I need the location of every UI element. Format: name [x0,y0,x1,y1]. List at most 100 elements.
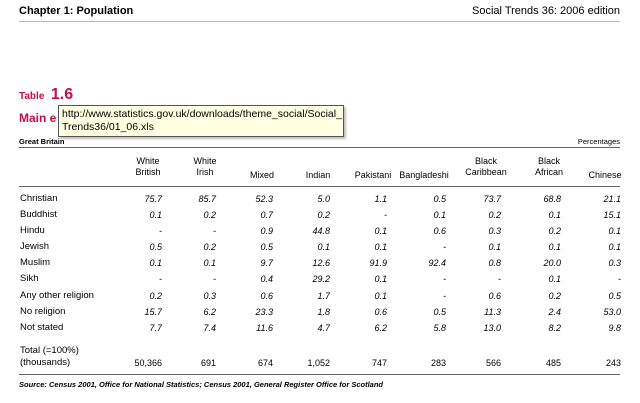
table-cell: 52.3 [255,194,273,204]
table-cell: 20.0 [543,258,561,268]
row-label: No religion [20,306,66,317]
table-cell: 1.7 [317,291,330,301]
table-cell: 21.1 [603,194,621,204]
region-label: Great Britain [19,137,65,146]
column-header: Pakistani [343,170,403,181]
table-cell: 0.5 [608,291,621,301]
row-label: Hindu [20,225,45,236]
table-cell: 6.2 [374,323,387,333]
table-cell: 0.1 [149,210,162,220]
tooltip-line-2: Trends36/01_06.xls [62,121,154,133]
column-header: Black African [519,156,579,178]
total-cell: 566 [485,358,501,368]
column-header-line: African [534,167,563,177]
table-cell: 0.2 [548,291,561,301]
table-cell: 0.5 [260,242,273,252]
table-cell: 9.8 [608,323,621,333]
table-cell: 73.7 [483,194,501,204]
link-tooltip: http://www.statistics.gov.uk/downloads/t… [58,105,344,137]
table-cell: 0.1 [608,242,621,252]
table-bottom-rule [19,374,620,375]
column-header: Chinese [575,170,635,181]
header-rule [19,186,620,187]
table-cell: 0.1 [608,226,621,236]
total-cell: 691 [200,358,216,368]
total-cell: 243 [605,358,621,368]
table-cell: 9.7 [260,258,273,268]
row-label: Buddhist [20,209,57,220]
table-cell: 0.6 [374,307,387,317]
row-label: Sikh [20,273,39,284]
table-cell: 0.1 [149,258,162,268]
column-header-line: White [136,156,160,166]
table-cell: - [498,274,501,284]
table-cell: 0.6 [260,291,273,301]
row-label: Any other religion [20,290,94,301]
column-header-line: Black [474,156,497,166]
table-cell: 0.3 [608,258,621,268]
table-cell: - [159,226,162,236]
table-word: Table [19,91,45,102]
table-cell: - [159,274,162,284]
table-cell: 13.0 [483,323,501,333]
table-cell: 0.1 [548,242,561,252]
edition-bold-text: Social Trends 36: [472,5,557,17]
table-cell: 15.7 [144,307,162,317]
table-cell: 68.8 [543,194,561,204]
units-label: Percentages [577,137,620,146]
table-cell: 5.0 [317,194,330,204]
table-cell: 5.8 [433,323,446,333]
table-cell: 75.7 [144,194,162,204]
table-cell: 7.4 [203,323,216,333]
total-cell: 485 [545,358,561,368]
table-cell: 44.8 [312,226,330,236]
table-cell: - [443,274,446,284]
table-cell: 0.7 [260,210,273,220]
total-cell: 283 [430,358,446,368]
edition-label: Social Trends 36: 2006 edition [472,5,620,17]
table-cell: 0.2 [548,226,561,236]
table-cell: 23.3 [255,307,273,317]
table-cell: 0.2 [488,210,501,220]
table-cell: - [443,242,446,252]
total-cell: 674 [257,358,273,368]
table-cell: 2.4 [548,307,561,317]
table-cell: 0.1 [548,210,561,220]
table-cell: 0.8 [488,258,501,268]
tooltip-line-1: http://www.statistics.gov.uk/downloads/t… [62,108,342,120]
table-cell: - [213,274,216,284]
edition-rest-text: 2006 edition [557,5,620,17]
table-cell: 6.2 [203,307,216,317]
total-cell: 50,366 [134,358,162,368]
column-header-line: British [135,167,161,177]
table-title: Main e [19,111,57,125]
table-cell: 7.7 [149,323,162,333]
table-cell: 8.2 [548,323,561,333]
table-cell: - [213,226,216,236]
table-cell: 0.6 [433,226,446,236]
table-cell: - [384,210,387,220]
row-label: Muslim [20,257,51,268]
row-label: Christian [20,193,58,204]
table-top-rule [19,147,620,148]
table-cell: 0.1 [374,291,387,301]
column-header-line: Caribbean [465,167,507,177]
column-header-line: Bangladeshi [399,170,449,180]
column-header-line: Irish [196,167,214,177]
table-cell: 0.5 [433,194,446,204]
table-cell: 11.6 [256,323,273,333]
table-cell: 91.9 [369,258,387,268]
table-cell: 0.1 [374,274,387,284]
table-cell: 0.5 [149,242,162,252]
table-cell: 0.2 [203,242,216,252]
table-cell: 0.4 [260,274,273,284]
row-label: Not stated [20,322,64,333]
table-cell: 0.1 [374,242,387,252]
table-cell: 53.0 [603,307,621,317]
column-header-line: White [193,156,217,166]
table-cell: 0.2 [203,210,216,220]
table-cell: 0.1 [548,274,561,284]
table-cell: 0.6 [488,291,501,301]
table-cell: 4.7 [317,323,330,333]
column-header-line: Black [537,156,560,166]
